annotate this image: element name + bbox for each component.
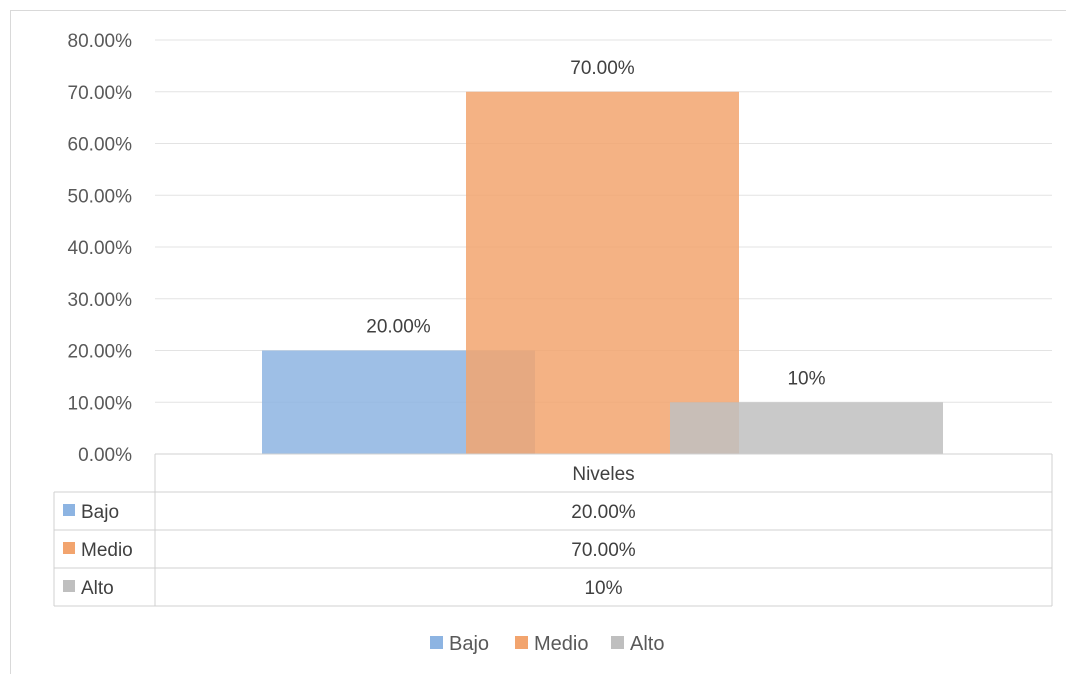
legend-swatch-medio [515, 636, 528, 649]
data-label-bajo: 20.00% [366, 317, 431, 338]
y-tick-label: 20.00% [68, 342, 133, 363]
data-labels: 20.00% 70.00% 10% [366, 58, 825, 390]
table-series-name: Bajo [81, 502, 119, 523]
table-key-alto [63, 580, 75, 592]
y-tick-label: 10.00% [68, 393, 133, 414]
y-tick-label: 30.00% [68, 290, 133, 311]
y-tick-label: 60.00% [68, 135, 133, 156]
y-tick-label: 50.00% [68, 186, 133, 207]
chart-frame [10, 10, 1066, 674]
table-series-name: Alto [81, 578, 114, 599]
bar-medio [466, 91, 739, 454]
table-value: 70.00% [571, 540, 636, 561]
y-tick-label: 0.00% [78, 445, 132, 466]
data-table: Niveles Bajo 20.00% Medio 70.00% Alto 10% [53, 453, 1053, 607]
table-series-name: Medio [81, 540, 133, 561]
bars [262, 91, 943, 454]
table-value: 10% [584, 578, 622, 599]
legend-label-bajo: Bajo [449, 633, 489, 655]
y-tick-label: 70.00% [68, 83, 133, 104]
bar-alto [670, 402, 943, 454]
table-header-category: Niveles [572, 464, 634, 485]
data-label-alto: 10% [787, 368, 825, 389]
y-axis-ticks: 0.00% 10.00% 20.00% 30.00% 40.00% 50.00% 60.00… [68, 31, 133, 466]
y-tick-label: 80.00% [68, 31, 133, 52]
data-label-medio: 70.00% [570, 58, 635, 79]
legend-label-alto: Alto [630, 633, 664, 655]
table-key-medio [63, 542, 75, 554]
table-value: 20.00% [571, 502, 636, 523]
legend: Bajo Medio Alto [430, 633, 664, 655]
legend-label-medio: Medio [534, 633, 588, 655]
legend-swatch-alto [611, 636, 624, 649]
legend-swatch-bajo [430, 636, 443, 649]
table-key-bajo [63, 504, 75, 516]
y-tick-label: 40.00% [68, 238, 133, 259]
